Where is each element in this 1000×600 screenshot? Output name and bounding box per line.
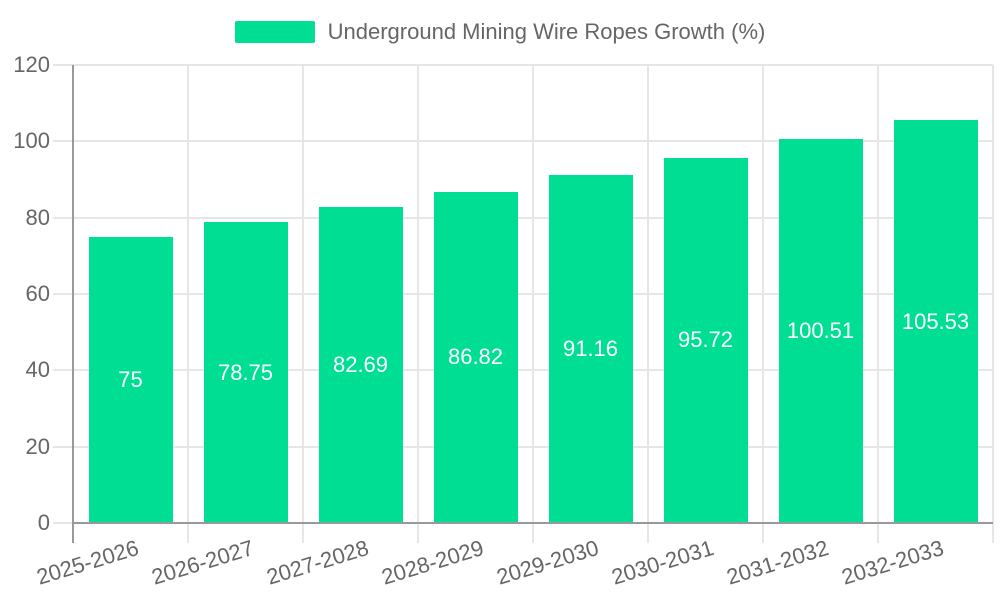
gridline-horizontal xyxy=(53,293,993,295)
bar[interactable] xyxy=(203,222,288,523)
y-axis-tick-label: 80 xyxy=(25,204,50,230)
gridline-vertical xyxy=(992,65,994,543)
bar[interactable] xyxy=(893,120,978,523)
bar[interactable] xyxy=(433,191,518,523)
bar-value-label: 105.53 xyxy=(901,308,970,334)
gridline-vertical xyxy=(532,65,534,543)
bar[interactable] xyxy=(88,236,173,523)
y-axis-tick-label: 20 xyxy=(25,433,50,459)
y-axis-tick-label: 60 xyxy=(25,281,50,306)
gridline-vertical xyxy=(417,65,419,543)
x-axis-tick-label: 2032-2033 xyxy=(838,535,947,590)
bar-value-label: 91.16 xyxy=(562,336,619,362)
x-axis-tick-label: 2025-2026 xyxy=(33,535,142,590)
plot-area: 0 20 40 60 80 100 120 75 78.75 82.69 86.82 91.16 95.… xyxy=(13,53,994,590)
bar[interactable] xyxy=(778,139,863,523)
x-axis-tick-label: 2030-2031 xyxy=(608,535,717,590)
x-axis-tick-label: 2028-2029 xyxy=(378,535,487,590)
bar[interactable] xyxy=(663,157,748,523)
y-axis-tick-label: 100 xyxy=(13,128,50,154)
y-axis-tick-label: 0 xyxy=(37,510,50,535)
bar-value-label: 82.69 xyxy=(332,352,389,378)
bar-value-label: 78.75 xyxy=(217,359,274,385)
x-axis-tick-label: 2027-2028 xyxy=(263,535,372,590)
gridline-horizontal xyxy=(53,369,993,372)
bar-value-label: 86.82 xyxy=(447,344,504,370)
gridline-vertical xyxy=(647,65,649,543)
gridline-vertical xyxy=(877,65,879,543)
gridline-horizontal xyxy=(53,64,993,66)
gridline-vertical xyxy=(302,65,304,543)
y-axis-line xyxy=(72,65,74,543)
x-axis-tick-label: 2026-2027 xyxy=(148,535,257,590)
bar-value-label: 95.72 xyxy=(677,327,734,353)
ytick-mark xyxy=(53,522,73,524)
y-axis-tick-label: 40 xyxy=(25,357,50,383)
legend-swatch[interactable] xyxy=(234,21,315,43)
legend: Underground Mining Wire Ropes Growth (%) xyxy=(0,14,1000,50)
x-axis-tick-label: 2031-2032 xyxy=(723,535,832,590)
gridline-vertical xyxy=(762,65,764,543)
bar-value-label: 100.51 xyxy=(786,318,855,344)
y-axis-tick-label: 120 xyxy=(13,52,50,77)
bar-value-label: 75 xyxy=(118,366,143,392)
legend-label[interactable]: Underground Mining Wire Ropes Growth (%) xyxy=(327,19,766,44)
bar[interactable] xyxy=(318,207,403,523)
gridline-vertical xyxy=(187,65,189,543)
gridline-horizontal xyxy=(53,445,993,448)
gridline-horizontal xyxy=(53,216,993,219)
x-axis-tick-label: 2029-2030 xyxy=(493,535,602,590)
bar[interactable] xyxy=(548,175,633,523)
x-axis-line xyxy=(73,522,993,524)
gridline-horizontal xyxy=(53,140,993,143)
